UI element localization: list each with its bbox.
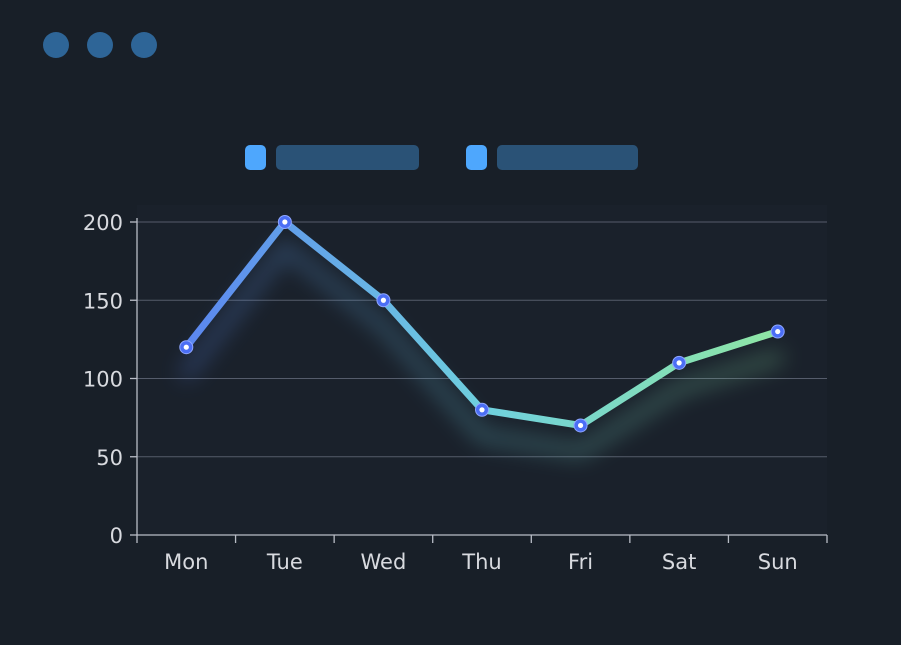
marker-core-3: [479, 407, 485, 413]
legend-swatch-1-icon: [245, 145, 266, 170]
data-point-fri[interactable]: [573, 418, 588, 433]
window-dot-1-icon[interactable]: [43, 32, 69, 58]
x-tick-label-tue: Tue: [266, 550, 303, 574]
y-tick-label-0: 0: [110, 524, 123, 548]
marker-core-6: [775, 328, 781, 335]
legend-item-1[interactable]: [245, 145, 419, 170]
legend-label-placeholder-2: [497, 145, 638, 170]
data-point-sat[interactable]: [672, 355, 687, 370]
window-dot-3-icon[interactable]: [131, 32, 157, 58]
y-tick-label-50: 50: [96, 446, 123, 470]
marker-core-2: [380, 297, 387, 303]
x-tick-label-thu: Thu: [461, 550, 501, 574]
y-tick-label-200: 200: [83, 211, 123, 235]
marker-core-0: [183, 344, 189, 350]
x-tick-label-sat: Sat: [662, 550, 696, 574]
x-tick-label-fri: Fri: [568, 550, 593, 574]
series-glow: [179, 241, 785, 458]
marker-core-4: [577, 422, 584, 429]
data-point-thu[interactable]: [475, 402, 489, 417]
data-point-sun[interactable]: [770, 324, 785, 339]
y-tick-label-150: 150: [83, 289, 123, 313]
legend-swatch-2-icon: [466, 145, 487, 170]
y-tick-labels: 0 50 100 150 200: [83, 211, 123, 548]
x-tick-labels: Mon Tue Wed Thu Fri Sat Sun: [164, 550, 798, 574]
legend-label-placeholder-1: [276, 145, 419, 170]
window-controls: [43, 32, 157, 58]
marker-core-5: [676, 360, 682, 366]
data-point-markers[interactable]: [179, 215, 785, 433]
data-point-tue[interactable]: [277, 215, 292, 229]
x-tick-label-wed: Wed: [361, 550, 407, 574]
x-tick-label-sun: Sun: [758, 550, 798, 574]
series-glow-path: [179, 241, 785, 458]
y-tick-label-100: 100: [83, 368, 123, 392]
window-dot-2-icon[interactable]: [87, 32, 113, 58]
x-tick-label-mon: Mon: [164, 550, 208, 574]
data-point-wed[interactable]: [376, 293, 391, 308]
marker-core-1: [282, 219, 288, 225]
data-point-mon[interactable]: [179, 340, 194, 355]
axes: [130, 218, 828, 543]
legend-item-2[interactable]: [466, 145, 638, 170]
chart-legend: [245, 145, 638, 170]
